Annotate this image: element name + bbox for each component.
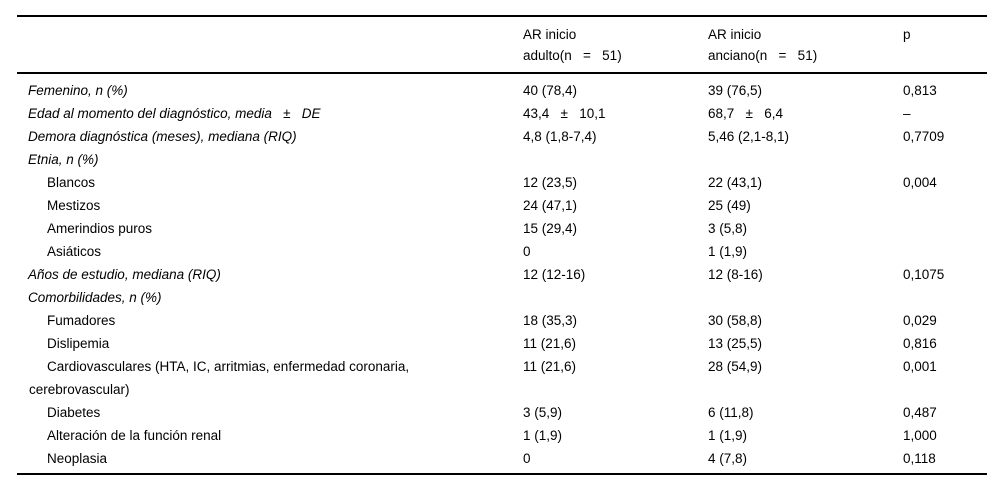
cell-p: 0,1075 xyxy=(903,267,945,282)
header-cell-p: p xyxy=(903,27,911,42)
table-row: Blancos 12 (23,5) 22 (43,1) 0,004 xyxy=(17,171,987,194)
table-row: Años de estudio, mediana (RIQ) 12 (12-16… xyxy=(17,263,987,286)
row-label: Neoplasia xyxy=(47,451,108,466)
row-label: Amerindios puros xyxy=(47,221,153,236)
row-label: Blancos xyxy=(47,175,96,190)
table-body: Femenino, n (%) 40 (78,4) 39 (76,5) 0,81… xyxy=(17,74,987,473)
cell-anciano: 6 (11,8) xyxy=(708,405,754,420)
cell-anciano: 39 (76,5) xyxy=(708,83,763,98)
header-cell-adulto: AR inicio adulto(n = 51) xyxy=(523,27,622,63)
cell-adulto: 12 (12-16) xyxy=(523,267,586,282)
cell-adulto: 3 (5,9) xyxy=(523,405,563,420)
table-row: Edad al momento del diagnóstico, media ±… xyxy=(17,102,987,125)
table-row: Etnia, n (%) xyxy=(17,148,987,171)
cell-anciano: 3 (5,8) xyxy=(708,221,748,236)
cell-anciano: 12 (8-16) xyxy=(708,267,763,282)
cell-p: 0,487 xyxy=(903,405,937,420)
cell-anciano: 22 (43,1) xyxy=(708,175,763,190)
cell-adulto: 11 (21,6) xyxy=(523,359,577,374)
table-row: Neoplasia 0 4 (7,8) 0,118 xyxy=(17,447,987,470)
row-label: Diabetes xyxy=(47,405,101,420)
table-row: Demora diagnóstica (meses), mediana (RIQ… xyxy=(17,125,987,148)
cell-anciano: 68,7 ± 6,4 xyxy=(708,106,783,121)
row-label: Edad al momento del diagnóstico, media ±… xyxy=(28,106,321,121)
row-label: Demora diagnóstica (meses), mediana (RIQ… xyxy=(28,129,297,144)
cell-anciano: 13 (25,5) xyxy=(708,336,763,351)
cell-adulto: 4,8 (1,8-7,4) xyxy=(523,129,597,144)
header-cell-anciano: AR inicio anciano(n = 51) xyxy=(708,27,818,63)
cell-p: 0,118 xyxy=(903,451,936,466)
cell-p: 0,004 xyxy=(903,175,937,190)
cell-anciano: 28 (54,9) xyxy=(708,359,763,374)
cell-p: 0,029 xyxy=(903,313,937,328)
cell-p: 0,813 xyxy=(903,83,937,98)
cell-adulto: 11 (21,6) xyxy=(523,336,577,351)
table-row: Diabetes 3 (5,9) 6 (11,8) 0,487 xyxy=(17,401,987,424)
cell-p: 1,000 xyxy=(903,428,937,443)
cell-anciano: 1 (1,9) xyxy=(708,428,748,443)
cell-adulto: 40 (78,4) xyxy=(523,83,578,98)
comparison-table: AR inicio adulto(n = 51) AR inicio ancia… xyxy=(17,15,987,475)
cell-adulto: 15 (29,4) xyxy=(523,221,578,236)
cell-p: 0,816 xyxy=(903,336,937,351)
cell-adulto: 43,4 ± 10,1 xyxy=(523,106,606,121)
table-row: Cardiovasculares (HTA, IC, arritmias, en… xyxy=(17,355,987,401)
cell-p: – xyxy=(903,106,911,121)
cell-p: 0,001 xyxy=(903,359,937,374)
row-label: Femenino, n (%) xyxy=(28,83,128,98)
table-row: Asiáticos 0 1 (1,9) xyxy=(17,240,987,263)
table-row: Comorbilidades, n (%) xyxy=(17,286,987,309)
table-row: Femenino, n (%) 40 (78,4) 39 (76,5) 0,81… xyxy=(17,79,987,102)
header-cell-empty xyxy=(17,24,523,66)
row-label: Asiáticos xyxy=(47,244,102,259)
cell-adulto: 0 xyxy=(523,244,531,259)
cell-anciano: 5,46 (2,1-8,1) xyxy=(708,129,790,144)
cell-anciano: 25 (49) xyxy=(708,198,751,213)
row-label: Cardiovasculares (HTA, IC, arritmias, en… xyxy=(29,359,410,397)
table-row: Alteración de la función renal 1 (1,9) 1… xyxy=(17,424,987,447)
cell-adulto: 12 (23,5) xyxy=(523,175,578,190)
cell-anciano: 4 (7,8) xyxy=(708,451,748,466)
table-header: AR inicio adulto(n = 51) AR inicio ancia… xyxy=(17,17,987,74)
cell-anciano: 30 (58,8) xyxy=(708,313,763,328)
cell-p: 0,7709 xyxy=(903,129,945,144)
row-label: Dislipemia xyxy=(47,336,110,351)
cell-adulto: 0 xyxy=(523,451,531,466)
table-row: Mestizos 24 (47,1) 25 (49) xyxy=(17,194,987,217)
row-label: Etnia, n (%) xyxy=(28,152,99,167)
row-label: Fumadores xyxy=(47,313,116,328)
cell-adulto: 1 (1,9) xyxy=(523,428,563,443)
cell-anciano: 1 (1,9) xyxy=(708,244,748,259)
row-label: Mestizos xyxy=(47,198,101,213)
table-row: Dislipemia 11 (21,6) 13 (25,5) 0,816 xyxy=(17,332,987,355)
cell-adulto: 24 (47,1) xyxy=(523,198,578,213)
row-label: Años de estudio, mediana (RIQ) xyxy=(28,267,221,282)
row-label: Alteración de la función renal xyxy=(47,428,222,443)
table-row: Fumadores 18 (35,3) 30 (58,8) 0,029 xyxy=(17,309,987,332)
row-label: Comorbilidades, n (%) xyxy=(28,290,162,305)
table-row: Amerindios puros 15 (29,4) 3 (5,8) xyxy=(17,217,987,240)
cell-adulto: 18 (35,3) xyxy=(523,313,578,328)
